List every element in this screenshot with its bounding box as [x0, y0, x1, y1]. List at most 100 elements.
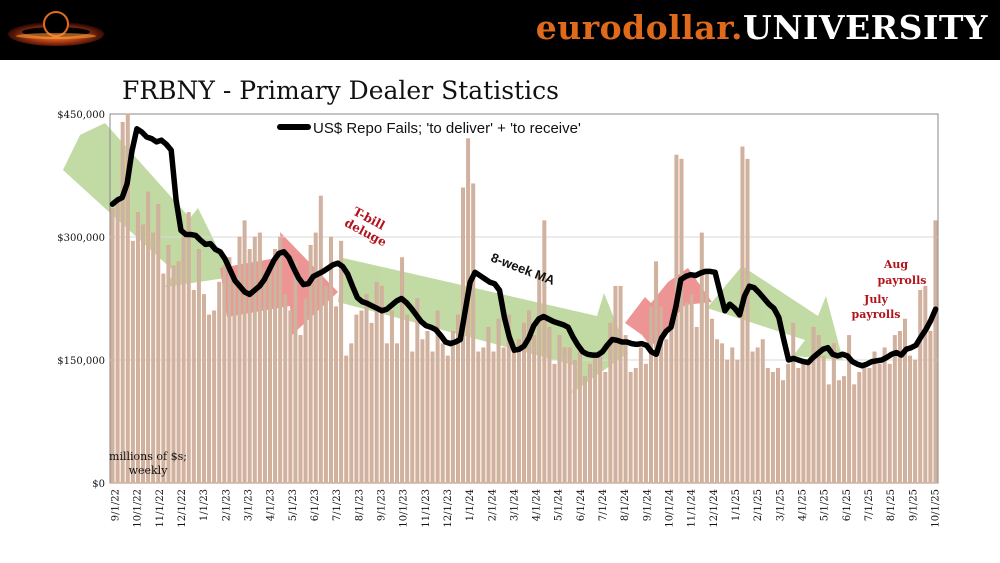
bar — [552, 363, 557, 484]
bar — [212, 310, 217, 484]
bar — [222, 265, 227, 484]
x-tick-label: 8/1/24 — [620, 489, 631, 521]
x-tick-label: 4/1/24 — [532, 489, 543, 521]
brand-part-1: eurodollar. — [535, 8, 744, 47]
trend-arrow-green-icon — [338, 258, 628, 393]
bar — [374, 281, 379, 484]
bar — [760, 339, 765, 484]
x-tick-label: 11/1/24 — [687, 489, 698, 528]
bar — [440, 343, 445, 484]
bar — [110, 208, 115, 484]
bar — [176, 261, 181, 484]
bar — [405, 314, 410, 484]
bar — [796, 367, 801, 484]
annotation-july-payrolls-line-2: payrolls — [852, 308, 901, 321]
x-tick-label: 11/1/23 — [421, 489, 432, 528]
x-tick-label: 9/1/25 — [908, 489, 919, 521]
bar — [328, 236, 333, 484]
bar — [455, 314, 460, 484]
x-tick-label: 7/1/23 — [332, 489, 343, 521]
x-tick-label: 8/1/23 — [354, 489, 365, 521]
bar — [593, 355, 598, 484]
bar — [791, 322, 796, 484]
x-tick-label: 2/1/23 — [221, 489, 232, 521]
bar — [217, 281, 222, 484]
bar — [288, 310, 293, 484]
bar — [664, 339, 669, 484]
bar — [537, 273, 542, 484]
bar — [613, 285, 618, 484]
bar — [750, 351, 755, 484]
x-tick-label: 6/1/23 — [310, 489, 321, 521]
bar — [242, 220, 247, 484]
bar — [389, 310, 394, 484]
bar — [171, 265, 176, 484]
bar — [476, 351, 481, 484]
bar — [395, 343, 399, 484]
bar — [913, 359, 918, 484]
bar — [786, 363, 791, 484]
bar — [842, 376, 847, 484]
x-tick-label: 1/1/23 — [199, 489, 210, 521]
bar — [313, 232, 318, 484]
bar — [608, 322, 613, 484]
bar — [811, 326, 816, 484]
bar — [298, 335, 303, 484]
brand-part-2: UNIVERSITY — [743, 8, 988, 47]
bar — [776, 367, 780, 484]
units-note-line-1: millions of $s; — [109, 450, 187, 463]
bar — [384, 343, 389, 484]
bar — [882, 347, 887, 484]
bar — [135, 212, 140, 484]
bar — [308, 244, 313, 484]
header-bar: eurodollar.UNIVERSITY — [0, 0, 1000, 60]
bar — [486, 326, 491, 484]
bar — [836, 380, 841, 484]
brand-wordmark: eurodollar.UNIVERSITY — [536, 6, 988, 50]
x-tick-label: 3/1/23 — [244, 489, 255, 521]
bar — [273, 249, 278, 484]
bar — [257, 232, 262, 484]
bar — [450, 331, 455, 484]
bar — [323, 285, 328, 484]
bar — [887, 363, 892, 484]
bar — [516, 339, 521, 484]
x-tick-label: 6/1/24 — [576, 489, 587, 521]
bar — [151, 232, 156, 484]
bar — [649, 306, 653, 484]
bar — [892, 335, 897, 484]
bar — [125, 113, 130, 484]
bar — [542, 220, 547, 484]
x-tick-label: 10/1/24 — [665, 489, 676, 528]
bar — [598, 351, 603, 484]
x-tick-label: 6/1/25 — [842, 489, 853, 521]
bar — [141, 224, 145, 484]
bar — [872, 351, 877, 484]
bar — [623, 335, 628, 484]
bar — [679, 158, 684, 484]
bar — [770, 372, 775, 484]
bar — [196, 249, 201, 484]
bar — [862, 363, 867, 484]
bar — [359, 310, 364, 484]
y-tick-label: $0 — [92, 479, 105, 490]
bar — [420, 339, 425, 484]
y-tick-label: $300,000 — [57, 233, 105, 244]
x-tick-label: 9/1/22 — [111, 489, 122, 521]
plot-area: $0 $150,000 $300,000 $450,000 9/1/22 10/1/22 1… — [57, 110, 941, 528]
bar — [115, 199, 120, 484]
page-title: FRBNY - Primary Dealer Statistics — [122, 76, 559, 105]
annotation-july-payrolls-line-1: July — [863, 293, 888, 306]
bar — [156, 203, 161, 484]
x-tick-label: 4/1/23 — [266, 489, 277, 521]
bar — [588, 363, 593, 484]
annotation-aug-payrolls-line-2: payrolls — [878, 274, 927, 287]
x-tick-label: 3/1/25 — [775, 489, 786, 521]
bar — [237, 236, 242, 484]
ma-line — [109, 126, 939, 369]
bar — [755, 347, 760, 484]
bar — [903, 318, 907, 484]
bar — [831, 343, 836, 484]
bar — [603, 372, 608, 484]
x-tick-label: 5/1/24 — [554, 489, 565, 521]
